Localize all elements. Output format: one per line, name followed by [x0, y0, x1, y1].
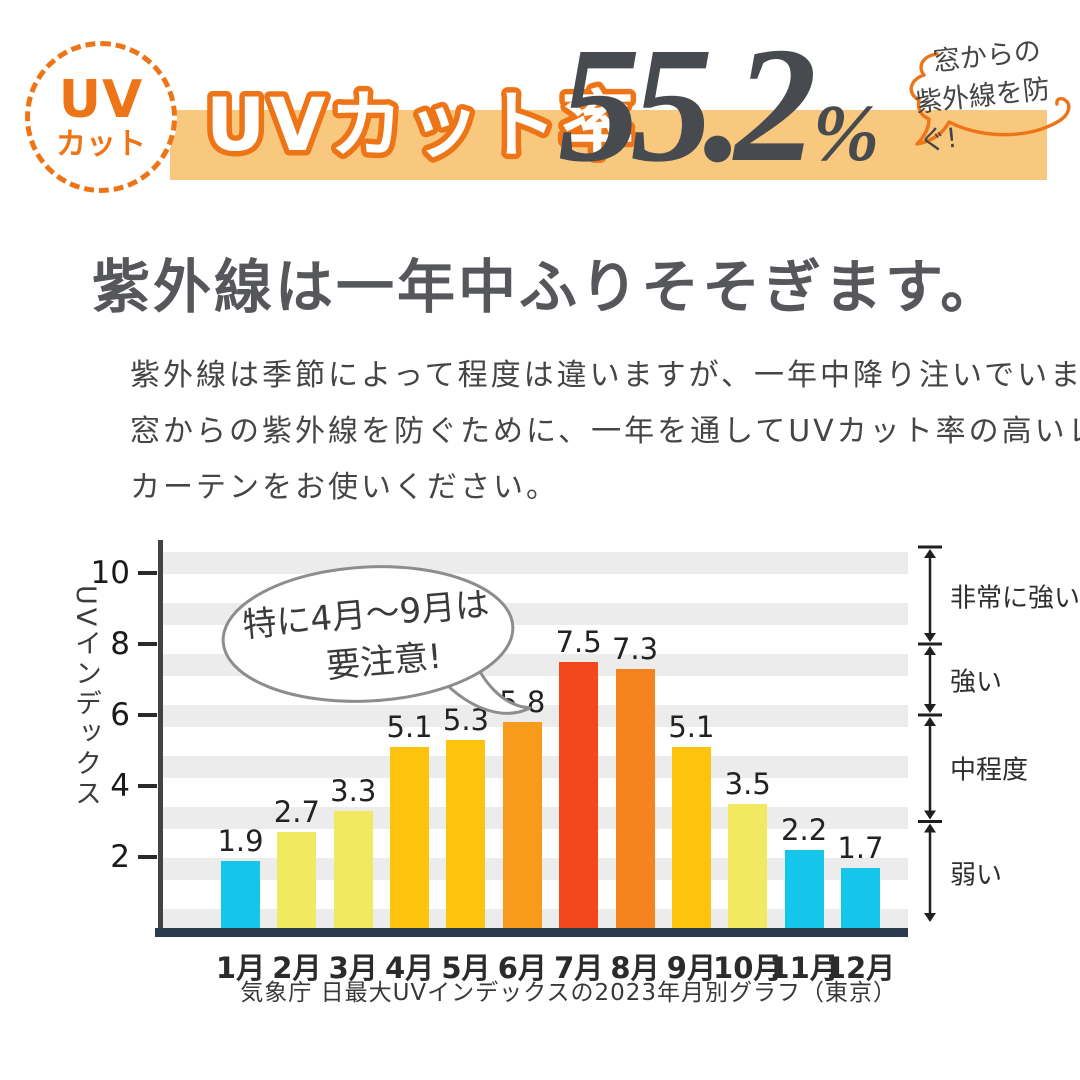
y-tick-label: 4	[110, 768, 130, 804]
x-tick-label: 5月	[441, 951, 491, 985]
speech-bubble-text: 窓からの 紫外線を防ぐ!	[909, 27, 1080, 162]
y-tick	[138, 642, 157, 646]
x-tick-label: 1月	[215, 951, 266, 985]
page-title: 紫外線は一年中ふりそそぎます。	[92, 253, 1002, 321]
uv-level-bracket	[918, 545, 942, 922]
bar-value-label: 5.1	[668, 709, 715, 744]
percent-sign: %	[812, 90, 880, 178]
y-tick	[138, 571, 157, 575]
bar-1月	[221, 860, 260, 928]
uv-cut-badge: UV カット	[25, 41, 177, 193]
bar-11月	[784, 849, 824, 928]
x-tick-label: 3月	[328, 951, 378, 985]
bar-6月	[502, 722, 542, 928]
y-tick-label: 8	[110, 626, 130, 662]
x-tick-label: 4月	[384, 951, 435, 985]
y-tick	[138, 784, 157, 788]
x-tick-label: 6月	[497, 951, 547, 985]
banner-title-text: UVカット率	[206, 83, 638, 168]
description-paragraph: 紫外線は季節によって程度は違いますが、一年中降り注いでいます。 窓からの紫外線を…	[130, 348, 1080, 516]
y-axis	[158, 540, 163, 934]
bar-value-label: 7.5	[555, 624, 602, 659]
bar-value-label: 3.5	[724, 766, 771, 801]
banner-title: UVカット率	[201, 78, 640, 174]
level-label-4: 弱い	[950, 860, 1003, 891]
badge-text-uv: UV	[58, 70, 144, 130]
y-tick-label: 6	[110, 697, 130, 733]
y-tick-label: 10	[90, 555, 130, 591]
description-line1: 紫外線は季節によって程度は違いますが、一年中降り注いでいます。	[130, 358, 1080, 393]
uv-cut-rate-value: 55.2%	[558, 22, 879, 187]
description-line3: カーテンをお使いください。	[130, 470, 559, 505]
x-tick-label: 9月	[666, 951, 716, 985]
x-tick-label: 10月	[713, 951, 783, 985]
bar-value-label: 5.1	[386, 709, 433, 744]
header-speech-bubble: 窓からの 紫外線を防ぐ!	[893, 28, 1080, 160]
bar-7月	[559, 661, 599, 928]
bar-5月	[446, 739, 486, 928]
bar-value-label: 2.7	[273, 795, 320, 830]
bar-4月	[390, 746, 430, 928]
bar-value-label: 7.3	[611, 631, 659, 666]
level-label-1: 非常に強い	[950, 583, 1080, 613]
description-line2: 窓からの紫外線を防ぐために、一年を通してUVカット率の高いレース	[130, 414, 1080, 449]
bar-value-label: 3.3	[330, 773, 377, 808]
bar-value-label: 2.2	[781, 812, 828, 847]
bar-value-label: 1.7	[837, 830, 884, 865]
y-axis-title: UVインデックス	[70, 585, 101, 810]
level-label-2: 強い	[950, 667, 1003, 697]
bar-12月	[840, 867, 880, 928]
x-tick-label: 12月	[825, 951, 896, 985]
x-tick-label: 8月	[610, 951, 660, 985]
bar-8月	[615, 668, 655, 928]
speech-bubble-line2: 紫外線を防ぐ!	[913, 73, 1052, 158]
y-tick	[138, 713, 157, 717]
x-tick-label: 7月	[554, 951, 604, 985]
y-tick	[138, 855, 157, 859]
bar-2月	[277, 832, 317, 928]
header-banner	[170, 110, 1047, 180]
uv-index-bar-chart: 1.9 1月 2.7 2月 3.3 3月 5.1 4月 5.3 5月 5.8 6月 7.5 7月 7.3 8月…	[0, 530, 1080, 1050]
y-tick-label: 2	[110, 839, 130, 875]
x-axis	[155, 928, 908, 937]
bar-value-label: 1.9	[217, 823, 264, 858]
annotation-bubble-icon	[221, 565, 532, 715]
badge-text-cut: カット	[56, 127, 146, 162]
rate-digits: 55.2	[558, 13, 817, 196]
chart-source-caption: 気象庁 日最大UVインデックスの2023年月別グラフ（東京）	[240, 980, 897, 1006]
x-tick-label: 11月	[769, 951, 839, 985]
bar-9月	[671, 746, 711, 928]
x-tick-label: 2月	[272, 951, 322, 985]
bar-3月	[333, 810, 373, 928]
speech-bubble-outline-icon	[909, 52, 1071, 146]
bar-10月	[728, 803, 768, 928]
level-label-3: 中程度	[950, 755, 1029, 786]
